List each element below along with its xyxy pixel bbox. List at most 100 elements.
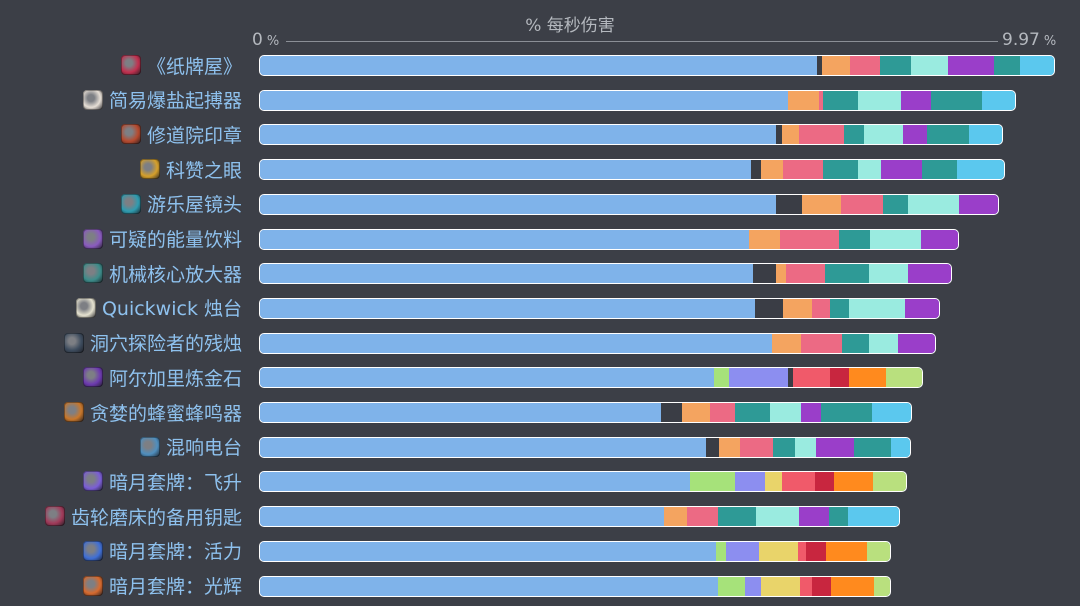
bar: [259, 540, 891, 562]
bar-segment: [931, 90, 983, 110]
bar: [259, 55, 1056, 76]
bar-segment: [958, 194, 998, 214]
bar-segment: [841, 194, 883, 214]
item-icon: [120, 55, 141, 75]
category-label: 阿尔加里炼金石: [82, 364, 242, 390]
bar-segment: [844, 125, 864, 145]
bar-segment: [830, 298, 850, 318]
bar-segment: [811, 576, 832, 596]
category-label-text: 齿轮磨床的备用钥匙: [70, 506, 242, 529]
bar-segment: [764, 472, 782, 492]
bar-segment: [867, 541, 890, 561]
bar: [259, 89, 1016, 111]
bar-segment: [751, 160, 761, 180]
bar-segment: [260, 194, 777, 214]
bar-segment: [788, 90, 820, 110]
bar-segment: [780, 229, 839, 249]
bar-segment: [772, 333, 802, 353]
category-label: 贪婪的蜂蜜蜂鸣器: [63, 399, 242, 425]
bar-segment: [823, 90, 859, 110]
category-label: Quickwick 烛台: [75, 295, 242, 321]
bar-segment: [890, 437, 911, 457]
item-icon: [75, 297, 96, 318]
category-label-text: 科赞之眼: [165, 159, 242, 182]
bar-segment: [260, 403, 661, 422]
category-label-text: 《纸牌屋》: [146, 55, 242, 78]
bar-segment: [819, 90, 824, 110]
bar: [259, 506, 901, 528]
bar-segment: [782, 298, 812, 318]
axis-line: [286, 41, 998, 42]
bar-row: 暗月套牌：飞升: [0, 464, 1080, 498]
bar-segment: [848, 507, 900, 527]
bar-segment: [713, 368, 730, 388]
bar-segment: [260, 507, 664, 527]
bar-segment: [776, 264, 786, 284]
bar-segment: [907, 264, 951, 284]
bar-segment: [882, 194, 908, 214]
bar-segment: [260, 368, 714, 388]
category-label-text: 机械核心放大器: [108, 263, 242, 286]
bar-segment: [260, 333, 773, 353]
category-label-text: 混响电台: [165, 437, 242, 460]
bar-segment: [849, 368, 886, 388]
item-icon: [139, 159, 160, 180]
category-label: 机械核心放大器: [82, 260, 242, 286]
bar-segment: [781, 472, 815, 492]
item-icon: [82, 575, 103, 596]
bar-segment: [755, 507, 799, 527]
bar-segment: [870, 229, 922, 249]
bar-segment: [816, 437, 854, 457]
bar-segment: [773, 437, 796, 457]
item-icon: [82, 367, 103, 388]
bar-segment: [921, 229, 958, 249]
bar-segment: [782, 160, 824, 180]
bar-segment: [770, 403, 802, 422]
category-label: 科赞之眼: [139, 156, 242, 182]
category-label: 暗月套牌：光辉: [82, 573, 242, 599]
bar-segment: [811, 298, 831, 318]
bar-row: 游乐屋镜头: [0, 187, 1080, 221]
category-label: 《纸牌屋》: [120, 52, 242, 78]
category-label-text: 简易爆盐起搏器: [108, 90, 242, 113]
bar-segment: [260, 160, 752, 180]
item-icon: [139, 436, 160, 457]
category-label-text: 修道院印章: [146, 124, 242, 147]
bar-row: 简易爆盐起搏器: [0, 83, 1080, 117]
bar-segment: [795, 437, 817, 457]
bar-row: 贪婪的蜂蜜蜂鸣器: [0, 395, 1080, 429]
bar-row: 机械核心放大器: [0, 256, 1080, 290]
bar-row: 《纸牌屋》: [0, 48, 1080, 82]
bar-segment: [260, 437, 706, 457]
bar-segment: [792, 368, 830, 388]
bar-segment: [926, 125, 969, 145]
category-label-text: 暗月套牌：飞升: [108, 471, 242, 494]
bar: [259, 263, 952, 285]
bar-segment: [716, 541, 727, 561]
category-label-text: 暗月套牌：活力: [108, 541, 242, 564]
bar-segment: [871, 403, 911, 422]
bar-segment: [838, 229, 871, 249]
bar-segment: [825, 541, 868, 561]
bar-segment: [801, 403, 821, 422]
bar-row: 可疑的能量饮料: [0, 222, 1080, 256]
item-icon: [82, 540, 103, 561]
bar-segment: [740, 437, 774, 457]
bar: [259, 193, 999, 215]
bar-segment: [726, 541, 760, 561]
bar-segment: [799, 125, 845, 145]
category-label-text: 阿尔加里炼金石: [108, 367, 242, 390]
bar-segment: [814, 472, 835, 492]
bar-segment: [260, 90, 789, 110]
bar-segment: [759, 541, 799, 561]
bar-segment: [874, 576, 890, 596]
bar: [259, 436, 912, 458]
bar-segment: [260, 298, 756, 318]
bar: [259, 332, 937, 354]
bar-row: 齿轮磨床的备用钥匙: [0, 499, 1080, 533]
axis-min-label: 0%: [252, 30, 280, 50]
bar: [259, 367, 923, 389]
bar-segment: [948, 56, 994, 75]
bar-row: 暗月套牌：光辉: [0, 569, 1080, 603]
bar-segment: [260, 541, 717, 561]
